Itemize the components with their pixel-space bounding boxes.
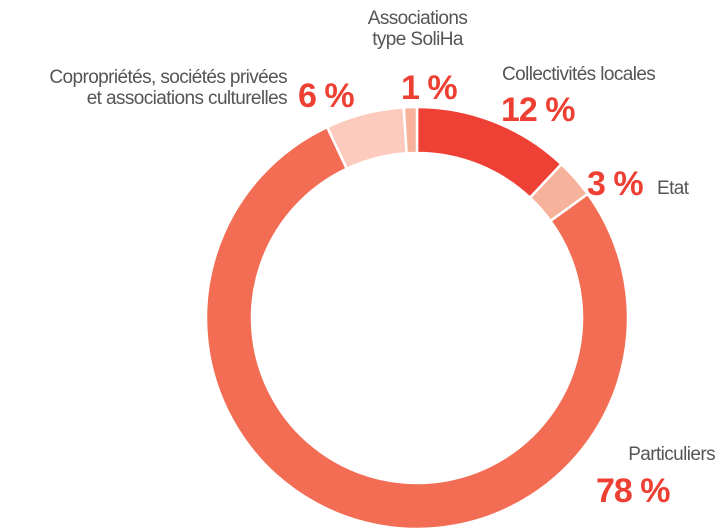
value-label: 6 % <box>298 77 355 115</box>
value-label: 3 % <box>587 165 644 203</box>
value-label: 78 % <box>596 472 670 510</box>
donut-segment <box>204 125 630 528</box>
segment-label: Etat <box>657 178 689 199</box>
donut-segment <box>402 105 419 155</box>
value-label: 12 % <box>501 91 575 129</box>
segment-label: Collectivités locales <box>502 64 656 85</box>
segment-label: Copropriétés, sociétés privées et associ… <box>49 67 287 109</box>
segment-label: Particuliers <box>628 444 715 465</box>
segment-label: Associations type SoliHa <box>367 8 468 50</box>
value-label: 1 % <box>401 69 458 107</box>
